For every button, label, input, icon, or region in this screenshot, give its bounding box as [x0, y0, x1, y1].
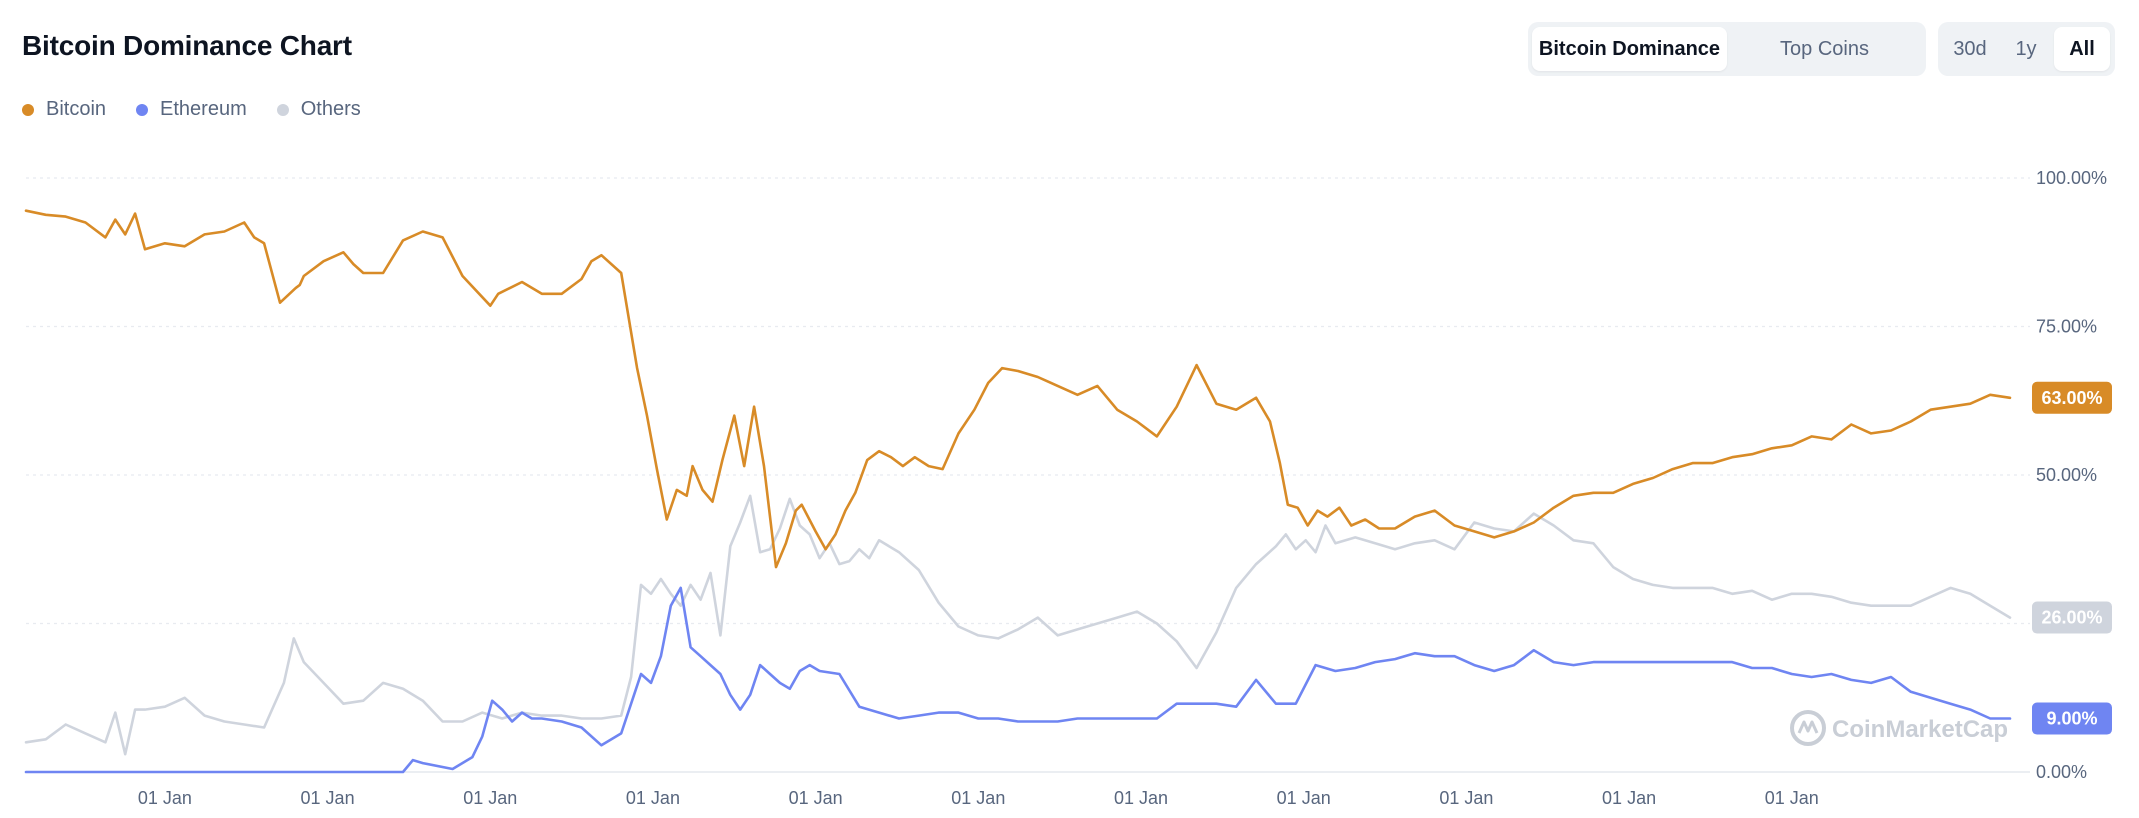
series-line-others[interactable]: [24, 494, 2012, 756]
x-tick-label: 01 Jan: [1602, 788, 1656, 808]
end-tag-ethereum: 9.00%: [2032, 702, 2112, 735]
x-axis-labels: 01 Jan 01 Jan 01 Jan 01 Jan 01 Jan 01 Jan 01 J…: [138, 788, 1819, 808]
watermark-text: CoinMarketCap: [1832, 716, 2008, 743]
y-tick-label: 50.00%: [2036, 465, 2097, 485]
end-tag-box: [2032, 381, 2112, 414]
x-tick-label: 01 Jan: [951, 788, 1005, 808]
chart-legend: Bitcoin Ethereum Others: [22, 98, 361, 121]
end-tag-others: 26.00%: [2032, 601, 2112, 634]
x-tick-label: 01 Jan: [1277, 788, 1331, 808]
range-30d-button[interactable]: 30d: [1953, 37, 1987, 60]
legend-dot-others: [276, 103, 289, 116]
series-line-bitcoin[interactable]: [24, 209, 2012, 569]
coinmarketcap-logo-icon: [1790, 710, 1826, 746]
x-tick-label: 01 Jan: [1114, 788, 1168, 808]
end-tag-bitcoin: 63.00%: [2032, 381, 2112, 414]
bitcoin-dominance-tab[interactable]: Bitcoin Dominance: [1532, 27, 1727, 71]
y-tick-label: 0.00%: [2036, 762, 2087, 782]
legend-dot-bitcoin: [22, 103, 34, 116]
x-tick-label: 01 Jan: [626, 788, 680, 808]
y-tick-label: 75.00%: [2036, 317, 2097, 337]
range-1y-button[interactable]: 1y: [2015, 37, 2037, 60]
x-tick-label: 01 Jan: [463, 788, 517, 808]
end-tag-value: 26.00%: [2041, 608, 2102, 628]
legend-item-bitcoin[interactable]: Bitcoin: [22, 98, 106, 121]
view-toggle: Bitcoin Dominance Top Coins: [1528, 22, 1926, 76]
x-tick-label: 01 Jan: [1439, 788, 1493, 808]
legend-label-ethereum: Ethereum: [160, 98, 247, 120]
top-coins-tab[interactable]: Top Coins: [1780, 37, 1869, 60]
series-line-ethereum[interactable]: [24, 586, 2012, 774]
y-tick-label: 100.00%: [2036, 168, 2107, 188]
legend-item-ethereum[interactable]: Ethereum: [136, 98, 247, 121]
x-tick-label: 01 Jan: [789, 788, 843, 808]
page-title: Bitcoin Dominance Chart: [22, 30, 352, 61]
y-axis-labels: 0.00%25.00%50.00%75.00%100.00%: [2036, 168, 2107, 782]
grid-layer: [26, 177, 2030, 773]
x-tick-label: 01 Jan: [138, 788, 192, 808]
range-toggle: 30d 1y All: [1938, 22, 2115, 76]
x-tick-label: 01 Jan: [301, 788, 355, 808]
legend-dot-ethereum: [136, 103, 149, 116]
legend-label-bitcoin: Bitcoin: [46, 98, 107, 120]
legend-label-others: Others: [300, 98, 361, 120]
watermark: CoinMarketCap: [1790, 710, 2008, 746]
end-value-tags: 63.00% 9.00% 26.00%: [2032, 381, 2112, 735]
end-tag-value: 9.00%: [2046, 709, 2097, 729]
x-tick-label: 01 Jan: [1765, 788, 1819, 808]
end-tag-box: [2032, 702, 2112, 735]
end-tag-box: [2032, 601, 2112, 634]
legend-item-others[interactable]: Others: [276, 98, 361, 121]
end-tag-value: 63.00%: [2041, 388, 2102, 408]
range-all-button[interactable]: All: [2054, 27, 2110, 71]
series-layer: [24, 209, 2012, 774]
